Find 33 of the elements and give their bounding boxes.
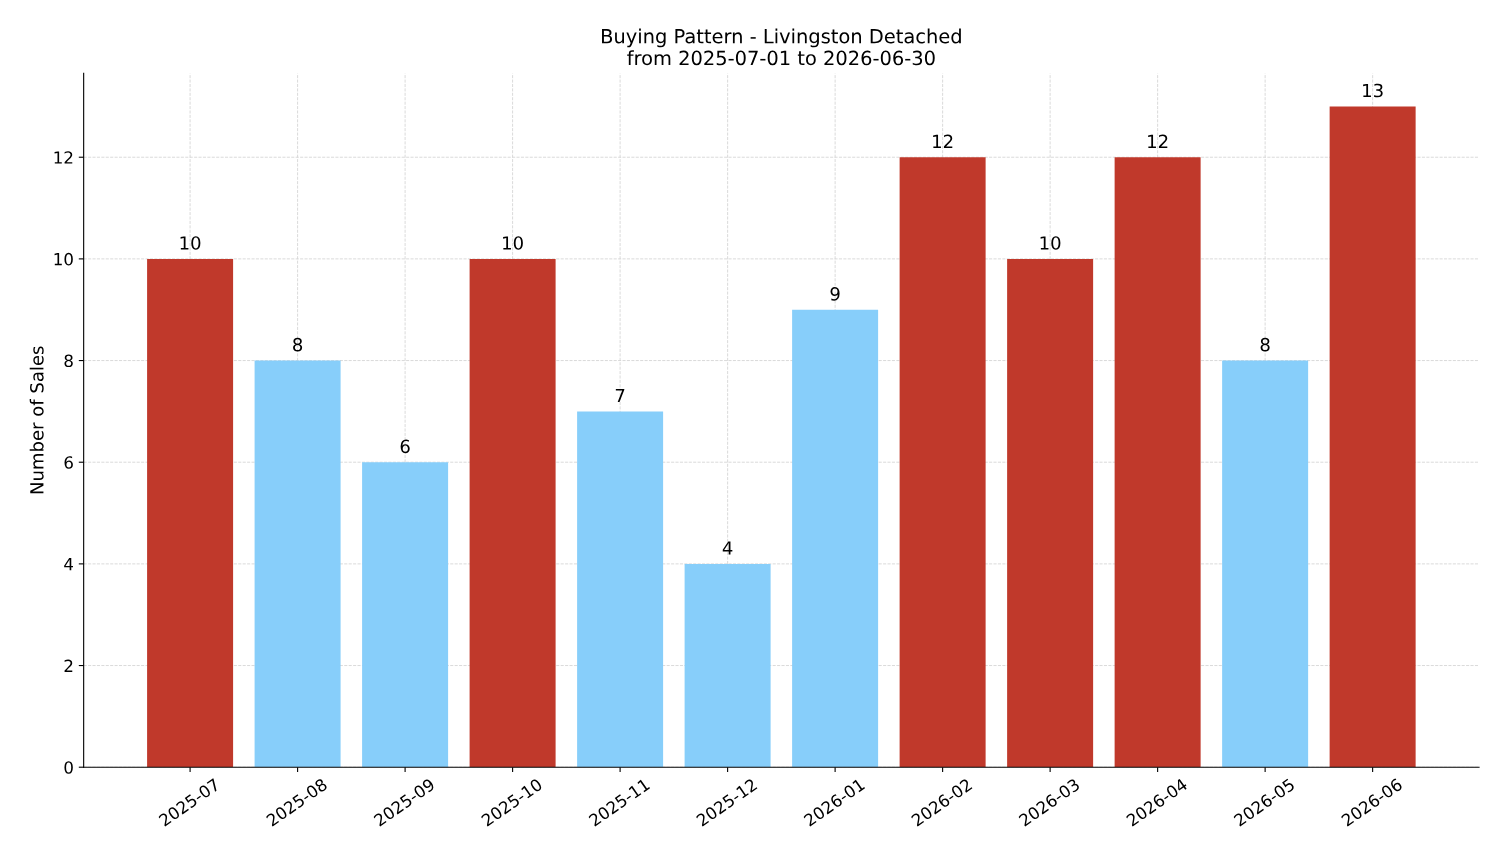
data-label: 8 bbox=[293, 337, 303, 352]
data-label: 10 bbox=[503, 236, 523, 250]
data-label: 13 bbox=[1363, 83, 1383, 98]
data-label: 10 bbox=[180, 236, 201, 250]
y-tick-label: 12 bbox=[54, 151, 73, 164]
y-tick-label: 10 bbox=[54, 252, 73, 266]
data-label: 4 bbox=[722, 541, 733, 555]
y-tick-label: 0 bbox=[64, 761, 73, 774]
bar bbox=[899, 157, 986, 768]
bar bbox=[254, 360, 341, 768]
y-axis-title: Number of Sales bbox=[29, 346, 44, 494]
bar bbox=[1222, 360, 1309, 768]
chart-title: Buying Pattern - Livingston Detached from 2025-07-01 to 2026-06-30 bbox=[602, 28, 961, 66]
data-label: 12 bbox=[1148, 134, 1168, 148]
bar bbox=[1114, 157, 1201, 768]
bar bbox=[792, 309, 879, 768]
bar bbox=[684, 563, 771, 768]
data-label: 9 bbox=[830, 287, 840, 301]
bar bbox=[577, 411, 664, 768]
bar bbox=[1007, 258, 1094, 768]
bar bbox=[147, 258, 234, 768]
y-tick-label: 6 bbox=[64, 456, 73, 469]
bar bbox=[469, 258, 556, 768]
y-tick-label: 4 bbox=[64, 558, 74, 571]
data-label: 6 bbox=[400, 439, 410, 454]
data-label: 10 bbox=[1040, 236, 1061, 250]
data-label: 8 bbox=[1260, 337, 1270, 352]
bar bbox=[1329, 106, 1416, 768]
y-tick-label: 2 bbox=[64, 659, 73, 672]
y-tick-label: 8 bbox=[64, 354, 73, 368]
data-label: 12 bbox=[933, 134, 953, 148]
data-label: 7 bbox=[615, 388, 625, 403]
bar bbox=[362, 462, 449, 768]
